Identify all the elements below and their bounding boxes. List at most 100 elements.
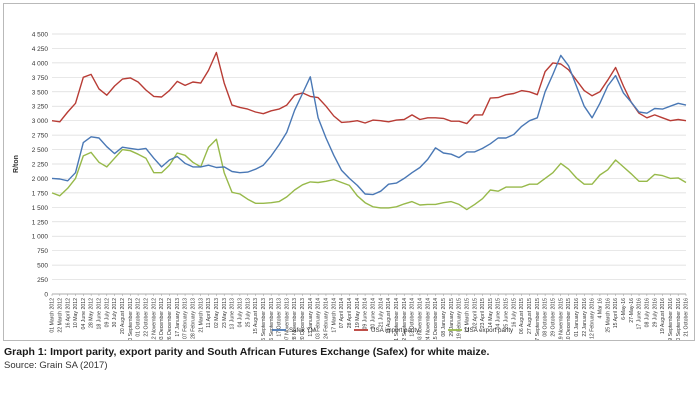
x-tick-label: 23 April 2015 [480, 298, 486, 328]
caption-title: Graph 1: Import parity, export parity an… [4, 346, 490, 358]
x-tick-label: 11 April 2013 [206, 298, 212, 328]
line-chart: 0 250 500 750 1 000 1 250 1 500 1 750 2 000 2 250… [13, 32, 690, 341]
x-tick-label: 08 January 2015 [441, 298, 447, 337]
x-tick-label: 25 June 2015 [504, 298, 510, 330]
x-tick-label: 25 July 2013 [245, 298, 251, 328]
x-tick-label: 02 May 2013 [214, 298, 220, 328]
x-tick-label: 29 January 2015 [449, 298, 455, 337]
y-tick-label: 2 500 [32, 147, 49, 154]
x-tick-label: 28 November 2013 [292, 298, 298, 340]
x-tick-label: 08 July 2016 [644, 298, 650, 328]
x-tick-label: 27-May-16 [629, 298, 635, 323]
legend-label: Safex YM [289, 327, 316, 334]
x-tick-label: 22 January 2016 [582, 298, 588, 337]
y-tick-label: 3 250 [32, 104, 49, 111]
x-tick-label: 07 November 2013 [284, 298, 290, 340]
y-tick-label: 2 000 [32, 176, 49, 183]
x-tick-label: 6-May-16 [621, 298, 627, 320]
y-tick-label: 1 250 [32, 219, 49, 226]
x-tick-label: 19 May 2014 [355, 298, 361, 328]
chart-frame: 0 250 500 750 1 000 1 250 1 500 1 750 2 000 2 250… [3, 3, 695, 341]
y-tick-label: 4 500 [32, 32, 49, 39]
x-tick-label: 29 October 2015 [551, 298, 557, 337]
x-tick-label: 15 April 2016 [613, 298, 619, 328]
x-tick-label: 17 October 2013 [277, 298, 283, 337]
x-tick-label: 20 August 2012 [120, 298, 126, 334]
series-line-usa-import-parity [51, 51, 687, 125]
x-tick-label: 16 April 2012 [65, 298, 71, 328]
x-tick-label: 22 October 2012 [144, 298, 150, 337]
x-tick-label: 22 September 2014 [402, 298, 408, 340]
x-tick-label: 30 July 2012 [112, 298, 118, 328]
x-tick-label: 01 March 2012 [50, 298, 56, 333]
x-tick-label: 04 July 2013 [237, 298, 243, 328]
x-tick-label: 22 March 2012 [57, 298, 63, 333]
x-tick-label: 29 July 2016 [652, 298, 658, 328]
x-tick-label: 09 July 2012 [104, 298, 110, 328]
x-tick-label: 19 November 2015 [558, 298, 564, 340]
y-axis-title: R/ton [13, 155, 20, 173]
x-tick-label: 17 March 2014 [331, 298, 337, 333]
x-tick-label: 17 January 2013 [175, 298, 181, 337]
x-tick-label: 19 February 2015 [457, 298, 463, 339]
x-tick-label: 13 October 2014 [410, 298, 416, 337]
x-tick-label: 10 December 2015 [566, 298, 572, 340]
y-tick-label: 0 [44, 292, 48, 299]
y-tick-label: 3 750 [32, 75, 49, 82]
x-tick-label: 11 August 2014 [386, 298, 392, 334]
y-tick-label: 2 250 [32, 162, 49, 169]
x-tick-label: 23 May 2013 [222, 298, 228, 328]
x-tick-label: 28 April 2014 [347, 298, 353, 328]
x-tick-label: 17 June 2016 [637, 298, 643, 330]
x-tick-label: 14 May 2015 [488, 298, 494, 328]
x-tick-label: 26 September 2013 [269, 298, 275, 340]
x-tick-label: 12 March 2015 [464, 298, 470, 333]
x-tick-label: 24 February 2014 [324, 298, 330, 339]
x-tick-label: 03 November 2014 [417, 298, 423, 340]
x-tick-label: 27 August 2015 [527, 298, 533, 334]
y-tick-label: 3 000 [32, 118, 49, 125]
x-tick-label: 01 January 2016 [574, 298, 580, 337]
x-tick-label: 10 September 2012 [128, 298, 134, 340]
y-tick-label: 4 250 [32, 46, 49, 53]
y-tick-label: 1 750 [32, 190, 49, 197]
x-tick-label: 13 June 2013 [230, 298, 236, 330]
legend-label: USA export parity [465, 327, 514, 334]
x-tick-label: 12 November 2012 [151, 298, 157, 340]
x-tick-label: 04 June 2015 [496, 298, 502, 330]
x-tick-label: 20 December 2013 [300, 298, 306, 340]
x-tick-label: 08 October 2015 [543, 298, 549, 337]
x-tick-label: 16 July 2015 [511, 298, 517, 328]
x-tick-label: 15 August 2013 [253, 298, 259, 334]
x-tick-label: 06 August 2015 [519, 298, 525, 334]
x-tick-label: 05 September 2013 [261, 298, 267, 340]
x-tick-label: 02 April 2015 [472, 298, 478, 328]
y-tick-label: 1 000 [32, 234, 49, 241]
x-tick-label: 21 October 2016 [684, 298, 690, 337]
y-tick-label: 2 750 [32, 133, 49, 140]
x-tick-label: 21 July 2014 [378, 298, 384, 328]
y-tick-label: 4 000 [32, 60, 49, 67]
series-line-safex-ym [51, 54, 687, 196]
y-tick-label: 750 [37, 248, 48, 255]
x-tick-label: 01 September 2014 [394, 298, 400, 340]
x-tick-label: 28 February 2013 [190, 298, 196, 339]
x-tick-label: 28 May 2012 [89, 298, 95, 328]
x-tick-label: 03 February 2014 [316, 298, 322, 339]
x-tick-label: 26 December 2012 [167, 298, 173, 340]
series-line-usa-export-parity [51, 138, 687, 211]
x-tick-label: 12 February 2016 [590, 298, 596, 339]
x-tick-label: 07 February 2013 [183, 298, 189, 339]
x-tick-label: 4 Mar 16 [598, 298, 604, 319]
x-tick-label: 07 April 2014 [339, 298, 345, 328]
x-tick-label: 30 June 2014 [371, 298, 377, 330]
x-tick-label: 09 June 2014 [363, 298, 369, 330]
y-tick-label: 500 [37, 263, 48, 270]
x-tick-label: 30 September 2016 [676, 298, 682, 340]
figure-caption: Graph 1: Import parity, export parity an… [4, 346, 694, 371]
x-tick-label: 19 August 2016 [660, 298, 666, 334]
x-tick-label: 03 December 2012 [159, 298, 165, 340]
legend-label: USA import parity [371, 327, 420, 334]
x-tick-label: 17 September 2015 [535, 298, 541, 340]
x-tick-label: 24 November 2014 [425, 298, 431, 340]
